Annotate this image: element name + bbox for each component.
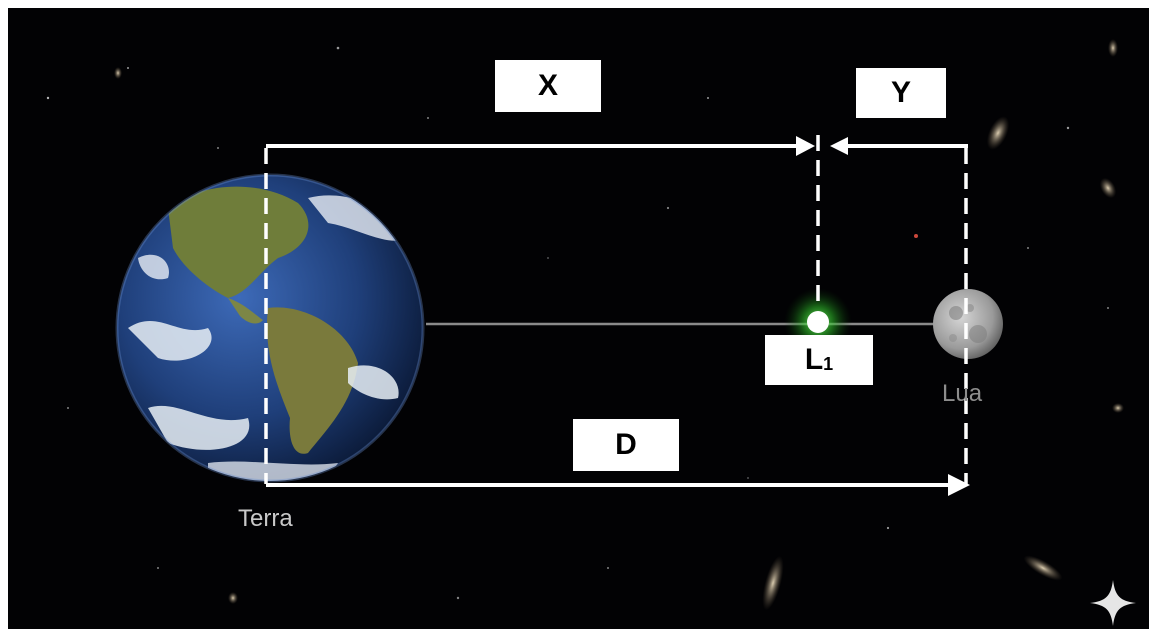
moon (933, 289, 1003, 359)
x-arrow (266, 136, 815, 156)
l1-label-subscript: 1 (823, 353, 834, 374)
l1-point (807, 311, 829, 333)
d-label: D (615, 428, 637, 461)
sparkle-icon (1090, 580, 1136, 626)
earth-label: Terra (238, 505, 293, 532)
y-arrow (830, 137, 968, 155)
y-label-box: Y (856, 68, 946, 118)
l1-label-letter: L (804, 343, 824, 376)
earth (115, 173, 425, 483)
x-label: X (537, 69, 558, 102)
starfield (46, 39, 1124, 611)
d-label-box: D (573, 419, 679, 471)
d-arrow (266, 474, 970, 496)
y-label: Y (890, 76, 911, 109)
x-label-box: X (495, 60, 601, 112)
moon-label: Lua (942, 380, 983, 407)
